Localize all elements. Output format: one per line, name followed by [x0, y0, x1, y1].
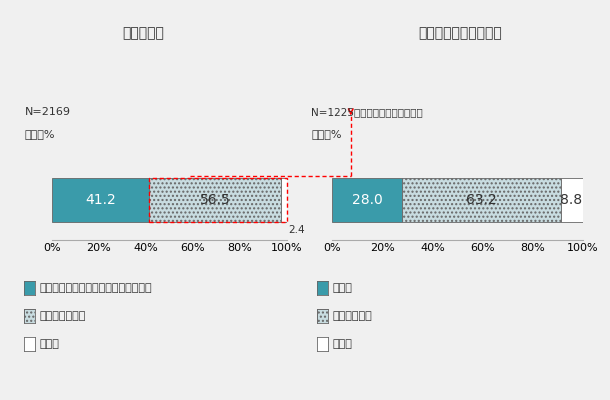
- Text: 避難しなかった: 避難しなかった: [40, 311, 86, 321]
- Text: 避難する事を考えたか: 避難する事を考えたか: [418, 26, 503, 40]
- Bar: [332, 178, 403, 222]
- Text: 単位：%: 単位：%: [311, 129, 342, 139]
- Bar: [149, 178, 281, 222]
- Text: 無回答: 無回答: [332, 339, 353, 349]
- Text: 28.0: 28.0: [352, 193, 383, 207]
- Bar: [561, 178, 583, 222]
- Text: 56.5: 56.5: [199, 193, 231, 207]
- Text: 8.8: 8.8: [561, 193, 583, 207]
- Text: 考えなかった: 考えなかった: [332, 311, 372, 321]
- Text: 避難をした（自宅２階以上へも含む）: 避難をした（自宅２階以上へも含む）: [40, 283, 152, 293]
- Bar: [403, 178, 561, 222]
- Text: N=1225（避難をしなかった人）: N=1225（避難をしなかった人）: [311, 107, 423, 117]
- Text: 避難の有無: 避難の有無: [123, 26, 164, 40]
- Bar: [281, 178, 287, 222]
- Text: 2.4: 2.4: [288, 226, 304, 235]
- Text: 無回答: 無回答: [40, 339, 60, 349]
- Bar: [52, 178, 149, 222]
- Text: N=2169: N=2169: [24, 107, 70, 117]
- Text: 考えた: 考えた: [332, 283, 353, 293]
- Text: 単位：%: 単位：%: [24, 129, 55, 139]
- Text: 41.2: 41.2: [85, 193, 116, 207]
- Text: 63.2: 63.2: [466, 193, 497, 207]
